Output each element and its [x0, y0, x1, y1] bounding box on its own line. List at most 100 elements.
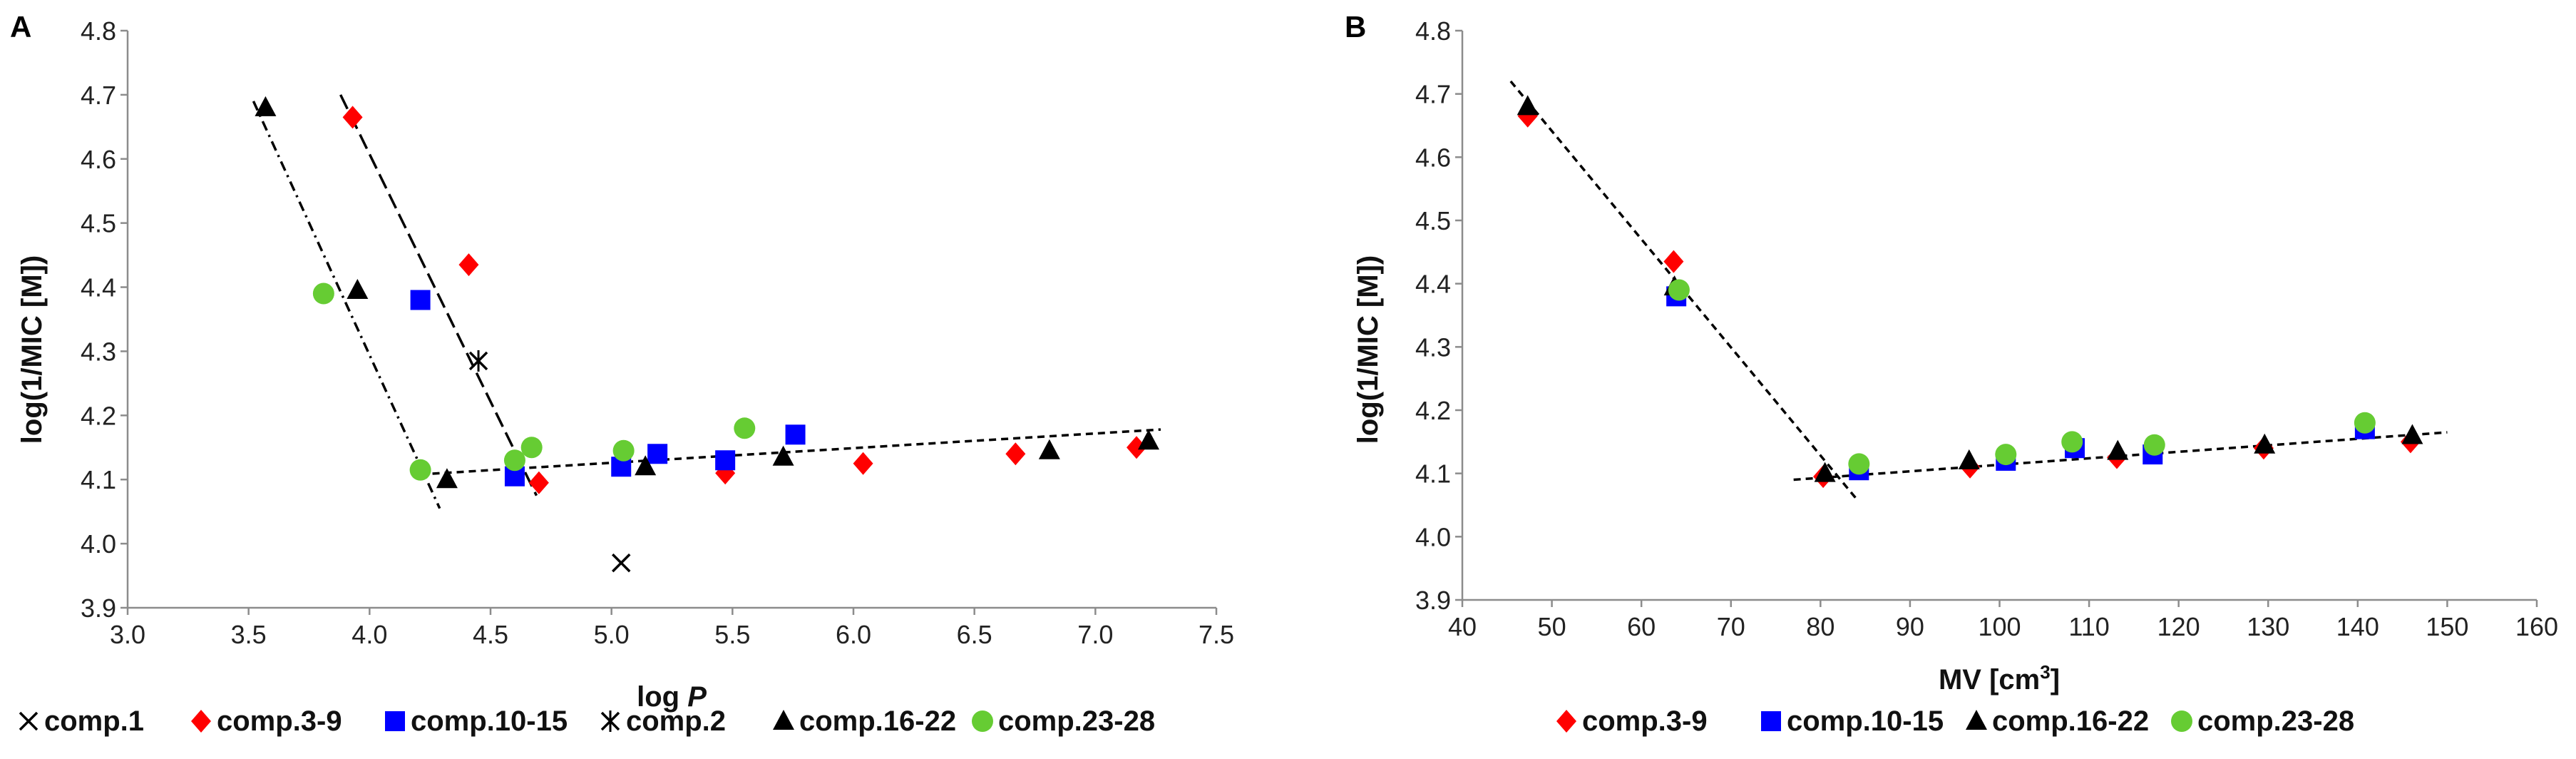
panel-b-point-comp-16-22 — [1517, 95, 1539, 116]
panel-a-legend-label: comp.3-9 — [217, 705, 342, 737]
panel-a-point-comp-16-22 — [255, 96, 277, 116]
panel-a: A 3.9 4.0 4.1 4.2 4.3 4.4 4.5 4.6 4.7 4.8 3.0 3.5 4.… — [10, 10, 1234, 737]
panel-b-legend-item-comp-10-15: comp.10-15 — [1761, 705, 1944, 737]
panel-a-point-comp-10-15 — [715, 450, 736, 471]
panel-b-x-tick-label: 80 — [1806, 612, 1834, 641]
panel-a-x-tick-label: 4.5 — [473, 620, 508, 649]
panel-a-trendline-dashdot — [252, 101, 441, 509]
panel-a-legend-marker-comp-2 — [600, 710, 620, 732]
panel-a-point-comp-23-28 — [503, 449, 525, 472]
panel-a-point-comp-16-22 — [1137, 429, 1159, 450]
panel-a-points — [255, 96, 1159, 573]
panel-a-trendlines — [252, 94, 1161, 509]
panel-b-axes — [1461, 31, 2537, 601]
panel-a-point-comp-3-9 — [528, 471, 549, 494]
panel-b-legend-label: comp.23-28 — [2197, 705, 2354, 737]
panel-b-label: B — [1345, 10, 1366, 44]
panel-a-legend-label: comp.10-15 — [411, 705, 568, 737]
panel-a-point-comp-3-9 — [1005, 442, 1026, 466]
panel-b-legend-marker-comp-10-15 — [1761, 711, 1781, 731]
panel-a-legend-item-comp-10-15: comp.10-15 — [385, 705, 568, 737]
panel-a-legend-item-comp-1: comp.1 — [19, 705, 144, 737]
panel-b-legend-item-comp-3-9: comp.3-9 — [1556, 705, 1708, 737]
panel-b-point-comp-16-22 — [2401, 424, 2423, 444]
panel-a-x-tick-label: 4.0 — [351, 620, 387, 649]
panel-b-y-tick-label: 4.2 — [1415, 396, 1451, 425]
panel-a-y-tick-label: 4.0 — [81, 529, 116, 559]
panel-b-legend-item-comp-16-22: comp.16-22 — [1966, 705, 2149, 737]
panel-b-legend-item-comp-23-28: comp.23-28 — [2171, 705, 2354, 737]
panel-b-trendlines — [1509, 80, 2448, 500]
panel-b-y-tick-label: 4.4 — [1415, 270, 1451, 299]
panel-b-points — [1517, 95, 2423, 489]
panel-b-point-comp-23-28 — [2143, 434, 2165, 456]
panel-a-legend-item-comp-16-22: comp.16-22 — [773, 705, 956, 737]
panel-a-x-tick-label: 3.5 — [231, 620, 267, 649]
panel-b-y-tick-label: 4.0 — [1415, 522, 1451, 551]
panel-b-x-tick-label: 130 — [2247, 612, 2289, 641]
panel-a-legend-label: comp.23-28 — [998, 705, 1155, 737]
panel-a-x-axis-title: log P — [637, 681, 707, 713]
panel-b-legend-marker-comp-16-22 — [1966, 710, 1987, 730]
panel-b: B 3.9 4.0 4.1 4.2 4.3 4.4 4.5 4.6 4.7 4.8 40 50 60 70… — [1345, 10, 2558, 737]
panel-a-x-title-var: P — [687, 681, 707, 713]
panel-a-legend-marker-comp-10-15 — [385, 711, 405, 731]
panel-b-point-comp-23-28 — [1668, 279, 1690, 301]
panel-a-point-comp-3-9 — [458, 253, 479, 277]
panel-a-point-comp-16-22 — [436, 468, 458, 489]
panel-a-legend-marker-comp-1 — [19, 711, 39, 731]
panel-a-point-comp-23-28 — [312, 282, 334, 305]
panel-a-legend-label: comp.16-22 — [799, 705, 956, 737]
panel-b-x-tick-label: 60 — [1627, 612, 1656, 641]
panel-b-x-tick-label: 40 — [1448, 612, 1477, 641]
panel-a-y-tick-label: 4.8 — [81, 16, 116, 46]
panel-a-axes — [126, 31, 1216, 609]
panel-b-x-tick-label: 90 — [1896, 612, 1924, 641]
panel-a-y-tick-label: 4.1 — [81, 465, 116, 494]
panel-b-ticks: 3.9 4.0 4.1 4.2 4.3 4.4 4.5 4.6 4.7 4.8 40 50 60 70 80… — [1415, 16, 2558, 641]
panel-b-point-comp-16-22 — [2254, 433, 2276, 454]
panel-b-x-tick-label: 100 — [1978, 612, 2021, 641]
panel-a-y-tick-label: 4.3 — [81, 337, 116, 366]
panel-b-x-axis-title: MV [cm3] — [1939, 661, 2060, 696]
panel-a-x-tick-label: 7.0 — [1077, 620, 1113, 649]
panel-a-point-comp-16-22 — [347, 279, 369, 300]
panel-a-y-axis-title: log(1/MIC [M]) — [16, 255, 48, 444]
panel-b-legend-marker-comp-23-28 — [2171, 710, 2192, 732]
panel-a-point-comp-2 — [468, 350, 488, 372]
panel-b-point-comp-23-28 — [1848, 453, 1870, 475]
panel-b-legend-label: comp.16-22 — [1992, 705, 2149, 737]
panel-b-y-tick-label: 4.6 — [1415, 143, 1451, 172]
panel-a-point-comp-16-22 — [772, 445, 794, 466]
panel-a-y-tick-label: 4.5 — [81, 209, 116, 238]
panel-b-x-tick-label: 50 — [1538, 612, 1566, 641]
panel-a-point-comp-16-22 — [1038, 439, 1060, 459]
panel-a-legend-marker-comp-23-28 — [972, 710, 993, 732]
panel-a-ticks: 3.9 4.0 4.1 4.2 4.3 4.4 4.5 4.6 4.7 4.8 3.0 3.5 4.0 4… — [81, 16, 1234, 649]
panel-a-point-comp-1 — [612, 553, 631, 573]
panel-b-legend-label: comp.3-9 — [1582, 705, 1708, 737]
panel-a-x-tick-label: 5.0 — [594, 620, 630, 649]
panel-a-legend-item-comp-3-9: comp.3-9 — [191, 705, 342, 737]
panel-b-x-tick-label: 160 — [2515, 612, 2558, 641]
panel-a-y-tick-label: 3.9 — [81, 594, 116, 623]
panel-b-y-tick-label: 4.5 — [1415, 206, 1451, 235]
panel-b-x-tick-label: 150 — [2426, 612, 2468, 641]
panel-b-y-tick-label: 3.9 — [1415, 586, 1451, 615]
panel-b-x-title-suffix: ] — [2051, 664, 2060, 696]
panel-a-point-comp-23-28 — [409, 459, 431, 481]
panel-a-legend-label: comp.1 — [44, 705, 144, 737]
panel-a-trendline-longdash — [339, 94, 538, 496]
panel-a-x-tick-label: 6.5 — [957, 620, 992, 649]
panel-a-point-comp-23-28 — [612, 439, 635, 462]
panel-b-y-tick-label: 4.1 — [1415, 459, 1451, 489]
panel-b-legend-label: comp.10-15 — [1787, 705, 1944, 737]
panel-b-point-comp-23-28 — [2354, 412, 2376, 434]
panel-a-point-comp-10-15 — [647, 444, 668, 464]
panel-b-x-tick-label: 120 — [2157, 612, 2200, 641]
panel-b-x-tick-label: 110 — [2068, 612, 2109, 641]
panel-b-point-comp-23-28 — [2061, 431, 2083, 453]
panel-b-x-tick-label: 70 — [1717, 612, 1745, 641]
panel-a-label: A — [10, 10, 31, 44]
